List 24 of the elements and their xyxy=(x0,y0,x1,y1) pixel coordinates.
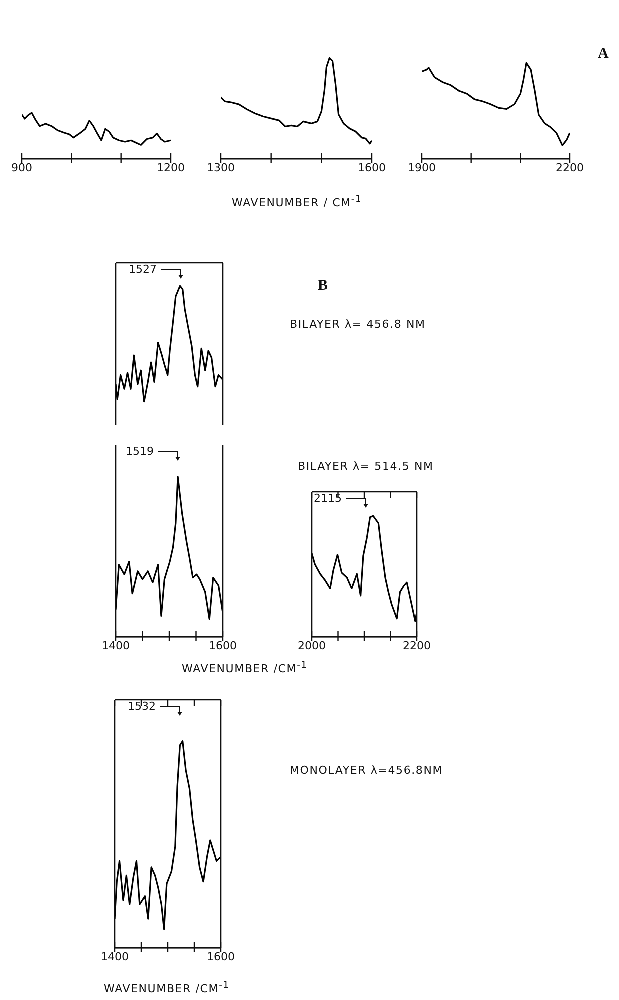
x-axis-title: WAVENUMBER /CM$^{-1}$ xyxy=(182,660,308,676)
text: 1519 xyxy=(126,444,154,458)
text: B xyxy=(318,278,328,295)
text: 2115 xyxy=(314,492,342,505)
x-tick-label: 1600 xyxy=(358,161,386,174)
text: A xyxy=(598,46,609,63)
x-tick-label: 2200 xyxy=(403,639,431,652)
x-tick-label: 900 xyxy=(12,161,32,174)
chart-subtitle: BILAYER λ= 514.5 NM xyxy=(298,460,434,473)
x-tick-label: 1900 xyxy=(408,161,436,174)
x-tick-label: 1600 xyxy=(207,950,235,964)
x-tick-label: 2000 xyxy=(298,639,326,652)
text: MONOLAYER λ=456.8NM xyxy=(290,764,444,777)
x-tick-label: 1600 xyxy=(209,639,237,652)
x-axis-title: WAVENUMBER / CM$^{-1}$ xyxy=(232,194,362,210)
x-tick-label: 1200 xyxy=(157,161,185,174)
x-axis-title: WAVENUMBER /CM$^{-1}$ xyxy=(104,980,230,996)
x-tick-label: 1400 xyxy=(102,639,130,652)
text: BILAYER λ= 456.8 NM xyxy=(290,318,426,331)
x-tick-label: 1400 xyxy=(101,950,129,964)
x-tick-label: 1300 xyxy=(207,161,235,174)
x-tick-label: 2200 xyxy=(556,161,584,174)
text: 1527 xyxy=(129,262,157,276)
text: 1532 xyxy=(128,700,156,713)
